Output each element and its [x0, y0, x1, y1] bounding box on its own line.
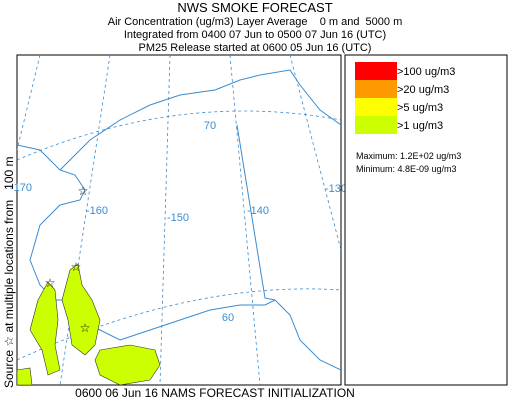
graticule	[17, 55, 41, 151]
source-star: ☆	[71, 260, 82, 274]
coastline	[59, 69, 341, 171]
smoke-area	[29, 281, 61, 376]
map: ☆ ☆ ☆ ☆ 70 60 -170 -160 -150 -140 -130	[10, 54, 347, 386]
subtitle: PM25 Release started at 0600 05 Jun 16 (…	[139, 42, 372, 54]
title: NWS SMOKE FORECAST	[177, 0, 332, 15]
legend-label: >5 ug/m3	[397, 102, 443, 114]
subtitle: Integrated from 0400 07 Jun to 0500 07 J…	[124, 29, 386, 41]
graticule-label: -150	[167, 212, 189, 224]
legend-label: >20 ug/m3	[397, 84, 449, 96]
graticule	[17, 110, 341, 161]
graticule	[229, 55, 261, 385]
source-star: ☆	[45, 276, 56, 290]
graticule	[159, 55, 171, 385]
legend-min: Minimum: 4.8E-09 ug/m3	[356, 164, 457, 174]
graticule-label: -160	[86, 205, 108, 217]
smoke-area	[94, 344, 161, 385]
graticule-label: -140	[247, 205, 269, 217]
source-star: ☆	[80, 321, 91, 335]
graticule-label: 70	[204, 120, 216, 132]
graticule-label: 60	[222, 312, 234, 324]
legend-swatch	[355, 62, 397, 80]
border	[236, 124, 276, 301]
legend-swatch	[355, 80, 397, 98]
legend-label: >1 ug/m3	[397, 120, 443, 132]
footer: 0600 06 Jun 16 NAMS FORECAST INITIALIZAT…	[75, 386, 355, 400]
legend-label: >100 ug/m3	[397, 66, 455, 78]
smoke-area	[61, 263, 101, 356]
graticule-label: -170	[10, 182, 32, 194]
legend-swatch	[355, 98, 397, 116]
legend-swatch	[355, 116, 397, 134]
graticule-label: -130	[325, 183, 347, 195]
source-star: ☆	[78, 184, 89, 198]
legend: >100 ug/m3 >20 ug/m3 >5 ug/m3 >1 ug/m3	[344, 54, 508, 386]
side-label: Source ☆ at multiple locations from 100 …	[2, 156, 16, 388]
smoke-area	[17, 367, 33, 385]
graticule	[59, 55, 111, 385]
graticule	[17, 288, 341, 361]
legend-max: Maximum: 1.2E+02 ug/m3	[356, 151, 461, 161]
subtitle: Air Concentration (ug/m3) Layer Average …	[108, 16, 403, 28]
